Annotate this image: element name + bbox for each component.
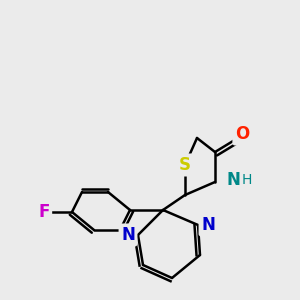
Text: S: S — [179, 156, 191, 174]
Text: N: N — [226, 171, 240, 189]
Text: O: O — [235, 125, 249, 143]
Text: H: H — [242, 173, 252, 187]
Text: N: N — [201, 216, 215, 234]
Text: F: F — [38, 203, 50, 221]
Text: N: N — [121, 226, 135, 244]
